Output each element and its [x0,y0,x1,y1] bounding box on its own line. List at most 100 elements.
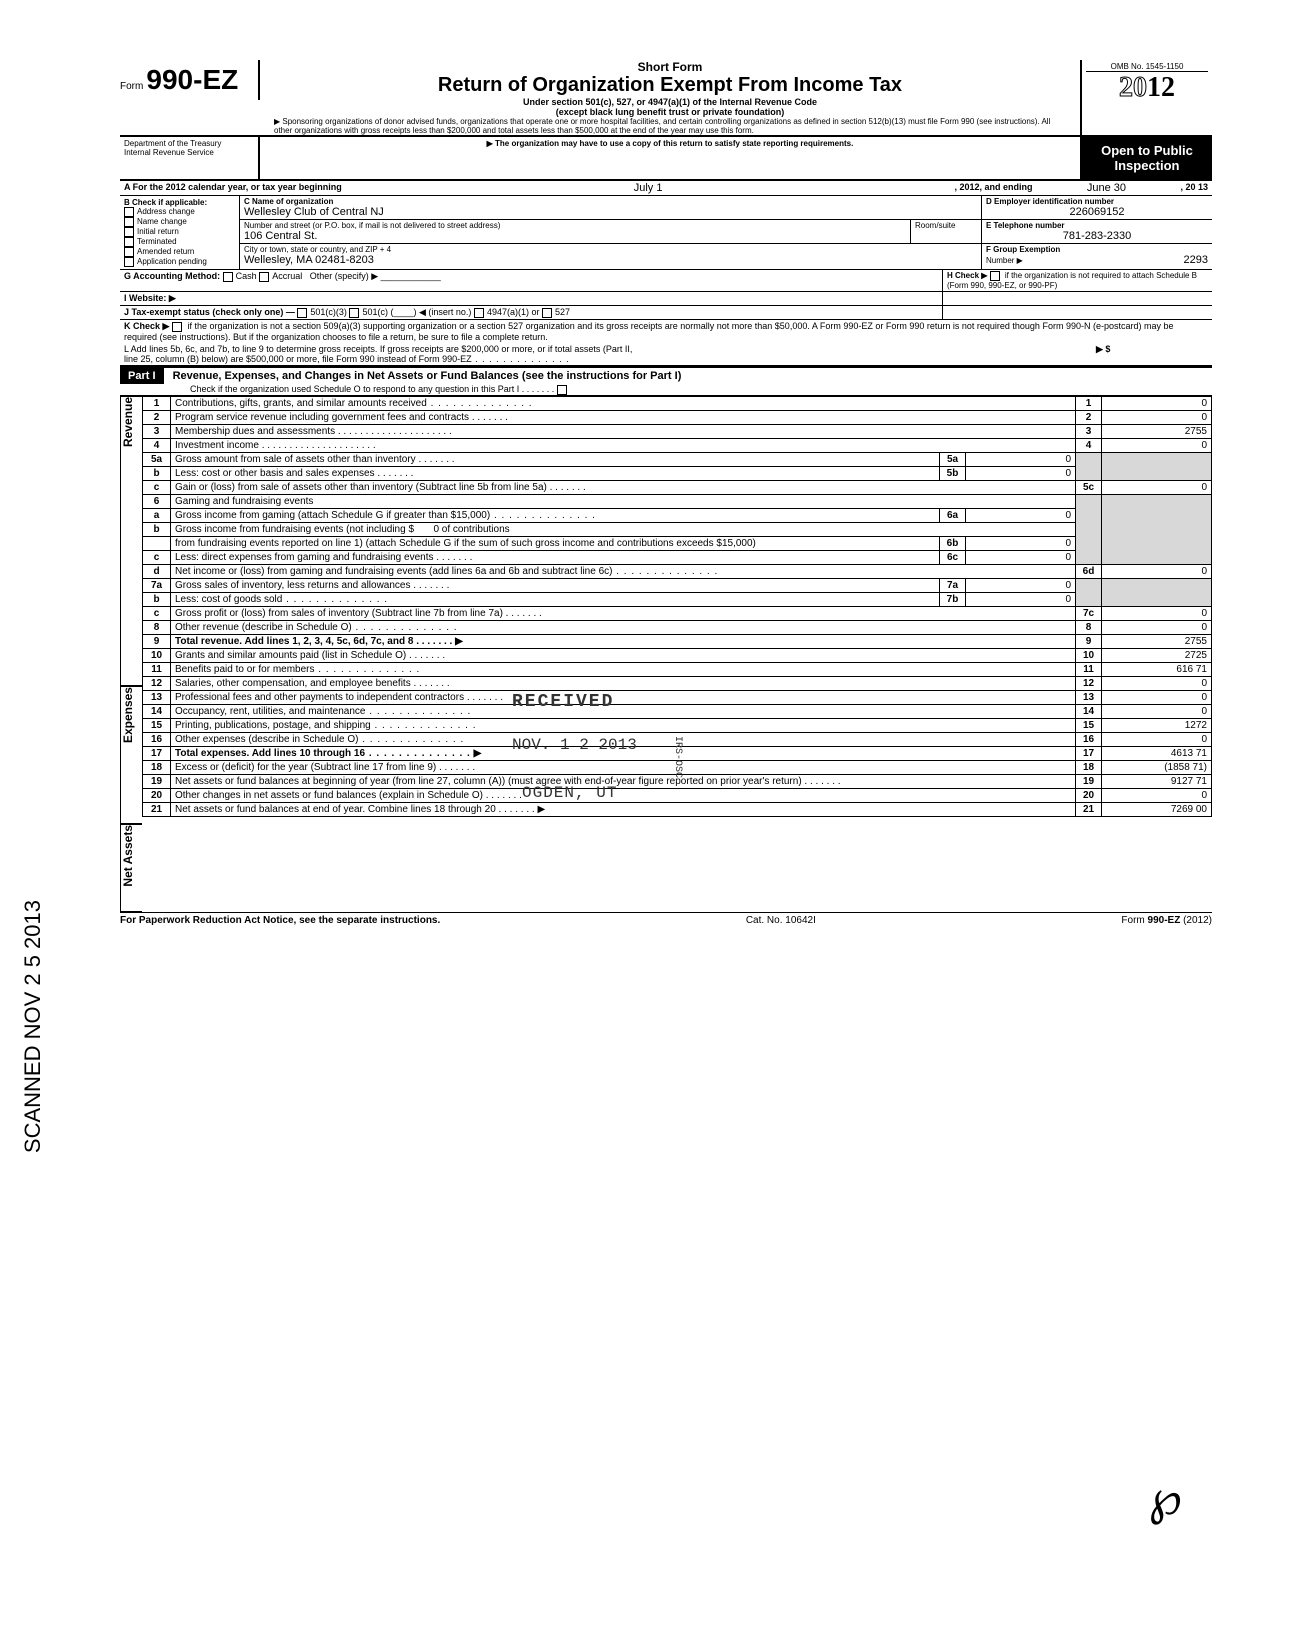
cb-app[interactable] [124,257,134,267]
c-city-label: City or town, state or country, and ZIP … [244,245,977,254]
f-val: 2293 [1184,254,1208,266]
cb-term[interactable] [124,237,134,247]
l4-val: 0 [1102,438,1212,452]
c-name: Wellesley Club of Central NJ [244,206,977,218]
j-label: J Tax-exempt status (check only one) — [124,307,295,317]
l7a-mini: 0 [966,578,1076,592]
h-label: H Check ▶ [947,271,987,280]
line-5c: cGain or (loss) from sale of assets othe… [143,480,1212,494]
l6c-mini: 0 [966,550,1076,564]
l6b-mini: 0 [966,536,1076,550]
d-label: D Employer identification number [986,197,1208,206]
cb-cash[interactable] [223,272,233,282]
l-text1: L Add lines 5b, 6c, and 7b, to line 9 to… [124,344,1088,354]
cb-name[interactable] [124,217,134,227]
b-name: Name change [137,217,187,226]
l3-val: 2755 [1102,424,1212,438]
copy-note: ▶ The organization may have to use a cop… [260,137,1082,179]
stamp-nov: NOV. 1 2 2013 [512,736,637,754]
l5c-desc: Gain or (loss) from sale of assets other… [175,482,547,493]
b-app: Application pending [137,257,207,266]
cb-4947[interactable] [474,308,484,318]
k-label: K Check ▶ [124,321,169,331]
l-arrow: ▶ $ [1092,343,1212,365]
c-addr: 106 Central St. [244,230,906,242]
dept2: Internal Revenue Service [124,148,254,157]
a-begin: July 1 [346,181,951,195]
omb: OMB No. 1545-1150 [1086,62,1208,72]
l17-desc: Total expenses. Add lines 10 through 16 [175,748,365,759]
main-title: Return of Organization Exempt From Incom… [264,74,1076,97]
short-form: Short Form [264,60,1076,74]
b-term: Terminated [137,237,177,246]
l5b-desc: Less: cost or other basis and sales expe… [175,468,375,479]
line-6b: from fundraising events reported on line… [143,536,1212,550]
b-label: B Check if applicable: [124,198,235,207]
stamp-ogden: OGDEN, UT [522,784,617,802]
l2-val: 0 [1102,410,1212,424]
l8-desc: Other revenue (describe in Schedule O) [175,622,352,633]
f-num-label: Number ▶ [986,256,1023,265]
subtitle2: (except black lung benefit trust or priv… [264,107,1076,117]
l20-desc: Other changes in net assets or fund bala… [175,790,483,801]
line-7c: cGross profit or (loss) from sales of in… [143,606,1212,620]
l1-val: 0 [1102,396,1212,410]
cb-amend[interactable] [124,247,134,257]
l6d-desc: Net income or (loss) from gaming and fun… [175,566,612,577]
line-12: 12Salaries, other compensation, and empl… [143,676,1212,690]
cb-527[interactable] [542,308,552,318]
line-13: 13Professional fees and other payments t… [143,690,1212,704]
l6c-desc: Less: direct expenses from gaming and fu… [175,552,433,563]
line-6b-pre: bGross income from fundraising events (n… [143,522,1212,536]
inspection: Inspection [1084,158,1210,173]
year-solid: 12 [1147,72,1175,103]
cb-501c3[interactable] [297,308,307,318]
cb-part1[interactable] [557,385,567,395]
e-val: 781-283-2330 [986,230,1208,242]
l6d-val: 0 [1102,564,1212,578]
line-6: 6Gaming and fundraising events [143,494,1212,508]
subtitle1: Under section 501(c), 527, or 4947(a)(1)… [264,97,1076,107]
cb-k[interactable] [172,322,182,332]
l21-desc: Net assets or fund balances at end of ye… [175,804,496,815]
line-6c: cLess: direct expenses from gaming and f… [143,550,1212,564]
side-expenses: Expenses [121,687,135,783]
line-21: 21Net assets or fund balances at end of … [143,802,1212,816]
a-end: June 30 [1036,181,1176,195]
l19-desc: Net assets or fund balances at beginning… [175,776,802,787]
l7c-val: 0 [1102,606,1212,620]
dept1: Department of the Treasury [124,139,254,148]
open-public: Open to Public [1084,143,1210,158]
cb-501c[interactable] [349,308,359,318]
l8-val: 0 [1102,620,1212,634]
line-15: 15Printing, publications, postage, and s… [143,718,1212,732]
line-3: 3Membership dues and assessments32755 [143,424,1212,438]
sponsor-note: ▶ Sponsoring organizations of donor advi… [264,117,1076,135]
l7b-desc: Less: cost of goods sold [175,594,282,605]
form-prefix: Form [120,81,143,92]
l9-desc: Total revenue. Add lines 1, 2, 3, 4, 5c,… [175,636,413,647]
j-ins: ) ◀ (insert no.) [413,307,471,317]
l-text2: line 25, column (B) below) are $500,000 … [124,354,472,364]
initial-mark: ℘ [1149,1470,1182,1526]
g-other: Other (specify) ▶ [310,271,378,281]
side-revenue: Revenue [121,397,135,567]
e-label: E Telephone number [986,221,1208,230]
l12-val: 0 [1102,676,1212,690]
line-14: 14Occupancy, rent, utilities, and mainte… [143,704,1212,718]
d-val: 226069152 [986,206,1208,218]
cb-accrual[interactable] [259,272,269,282]
cb-h[interactable] [990,271,1000,281]
a-mid: , 2012, and ending [950,181,1036,195]
cb-addr[interactable] [124,207,134,217]
i-label: I Website: ▶ [120,292,942,305]
l9-val: 2755 [1102,634,1212,648]
l21-val: 7269 00 [1102,802,1212,816]
l14-desc: Occupancy, rent, utilities, and maintena… [175,706,365,717]
line-9: 9Total revenue. Add lines 1, 2, 3, 4, 5c… [143,634,1212,648]
cb-init[interactable] [124,227,134,237]
l16-desc: Other expenses (describe in Schedule O) [175,734,358,745]
l6b-desc2: from fundraising events reported on line… [175,538,756,549]
form-number: 990-EZ [146,64,238,95]
l6b-contrib: 0 of contributions [433,524,509,535]
